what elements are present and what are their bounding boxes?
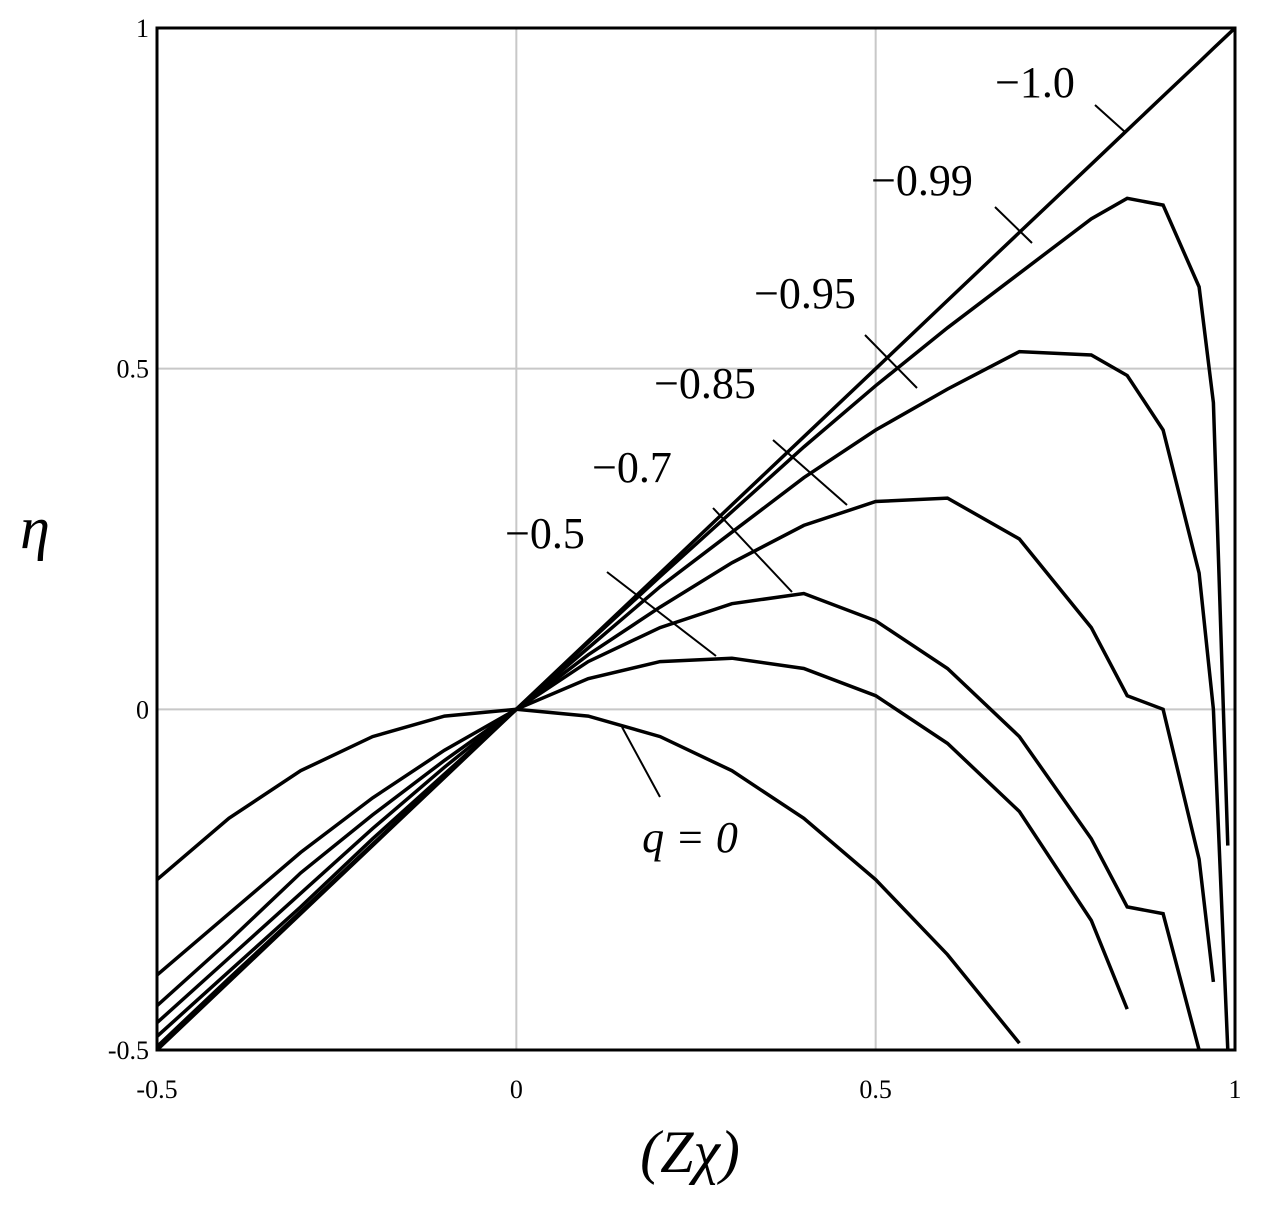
x-tick-label: 0.5 [859, 1075, 892, 1104]
x-tick-label: 0 [510, 1075, 523, 1104]
curve-label: −0.5 [505, 509, 585, 558]
series-line [157, 707, 1021, 1045]
y-tick-label: 0 [136, 695, 149, 724]
leader-line [1094, 104, 1126, 133]
series-line [157, 196, 1230, 1048]
curve-label: −0.99 [871, 156, 973, 205]
y-axis-label: η [20, 495, 50, 561]
plot-frame [155, 26, 1237, 1052]
leader-line [606, 571, 717, 657]
curve-label: −0.95 [754, 269, 856, 318]
series-line [157, 496, 1216, 1025]
curve-label: q = 0 [642, 813, 738, 862]
series-line [157, 349, 1230, 1050]
x-tick-label: -0.5 [136, 1075, 177, 1104]
curve-label: −0.85 [654, 359, 756, 408]
series-line [157, 656, 1129, 1010]
series-line [157, 591, 1201, 1050]
leader-line [621, 726, 661, 798]
y-tick-label: 0.5 [117, 355, 150, 384]
leader-line [994, 206, 1033, 244]
curve-label: −1.0 [995, 58, 1075, 107]
leader-line [712, 507, 793, 593]
x-tick-label: 1 [1229, 1075, 1242, 1104]
y-tick-label: 1 [136, 14, 149, 43]
y-tick-label: -0.5 [108, 1036, 149, 1065]
x-axis-label: (Zχ) [640, 1119, 740, 1185]
series-line [157, 28, 1235, 1050]
leader-line [864, 334, 918, 389]
curve-label: −0.7 [592, 443, 672, 492]
